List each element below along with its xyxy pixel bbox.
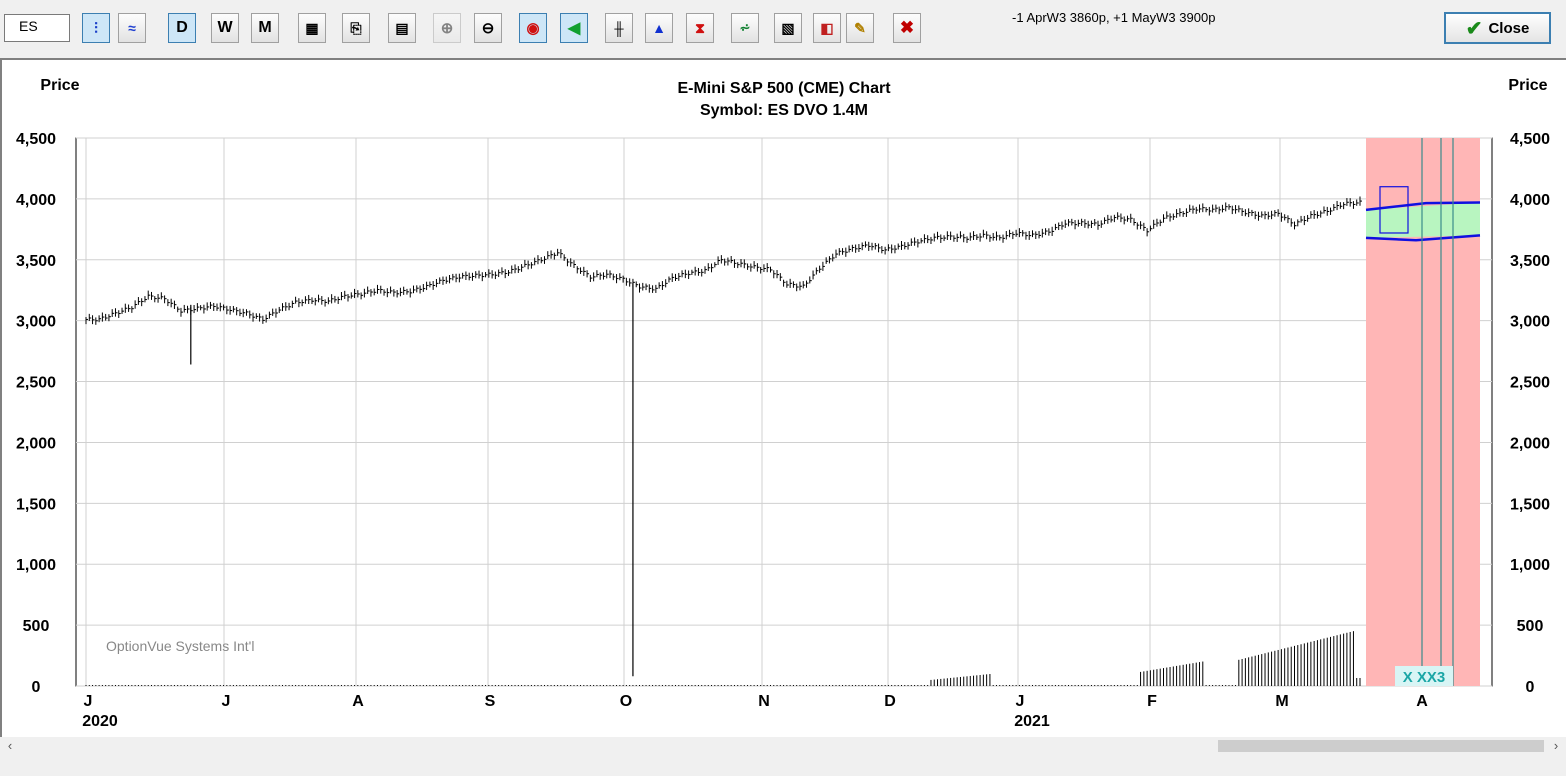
x-year-label: 2021	[1014, 713, 1050, 730]
projection-band	[1366, 202, 1480, 238]
y-tick-label-right: 3,500	[1510, 253, 1550, 270]
zoom-in-button[interactable]: ⊕	[433, 13, 461, 43]
x-tick-label: S	[485, 693, 496, 710]
close-label: Close	[1488, 19, 1530, 37]
earnings-button[interactable]: ▲	[645, 13, 673, 43]
scroll-left-icon[interactable]: ‹	[7, 738, 13, 753]
y-tick-label-left: 3,500	[16, 253, 56, 270]
daily-button[interactable]: D	[168, 13, 196, 43]
projection-area: X XX3	[1365, 138, 1481, 686]
delete-x-icon: ✖	[899, 18, 915, 37]
y-tick-label-left: 4,500	[16, 131, 56, 148]
ohlc-bars-icon: ⫶	[94, 19, 98, 37]
color-button[interactable]: ◧	[813, 13, 841, 43]
y-tick-label-right: 4,000	[1510, 192, 1550, 209]
studies-button[interactable]: ⩫	[731, 13, 759, 43]
x-tick-label: A	[352, 693, 364, 710]
earnings-icon: ▲	[652, 20, 666, 36]
calendar-button[interactable]: ▤	[388, 13, 416, 43]
x-tick-label: F	[1147, 693, 1157, 710]
palette-icon: ◧	[820, 19, 834, 36]
projection-lower-line	[1365, 234, 1481, 242]
draw-button[interactable]: ✎	[846, 13, 874, 43]
weekly-button[interactable]: W	[211, 13, 239, 43]
scroll-right-icon[interactable]: ›	[1553, 738, 1559, 753]
y-tick-label-right: 2,000	[1510, 435, 1550, 452]
monthly-button[interactable]: M	[251, 13, 279, 43]
chart-grid-icon: ▦	[305, 19, 319, 36]
zoom-out-button[interactable]: ⊖	[474, 13, 502, 43]
y-tick-label-left: 3,000	[16, 314, 56, 331]
x-year-label: 2020	[82, 713, 118, 730]
chart-subtitle: Symbol: ES DVO 1.4M	[700, 102, 868, 119]
line-chart-mode-button[interactable]: ≈	[118, 13, 146, 43]
y-axis-label-left: Price	[40, 77, 79, 94]
dividend-button[interactable]: ⧗	[686, 13, 714, 43]
scrollbar-thumb[interactable]	[1218, 740, 1544, 752]
studies-icon: ⩫	[739, 20, 751, 35]
y-tick-label-left: 2,500	[16, 375, 56, 392]
x-tick-label: A	[1416, 693, 1428, 710]
target-button[interactable]: ◉	[519, 13, 547, 43]
y-tick-label-left: 2,000	[16, 435, 56, 452]
y-tick-label-right: 1,500	[1510, 496, 1550, 513]
y-tick-label-left: 1,000	[16, 557, 56, 574]
x-tick-label: N	[758, 693, 770, 710]
copy-button[interactable]: ⎘	[342, 13, 370, 43]
position-summary: -1 AprW3 3860p, +1 MayW3 3900p	[1012, 10, 1216, 25]
pencil-icon: ✎	[854, 19, 866, 36]
symbol-input[interactable]: ES	[4, 14, 70, 42]
candles-icon: ╫	[614, 20, 624, 36]
volume-bars	[85, 631, 1361, 686]
x-tick-label: O	[620, 693, 632, 710]
y-tick-label-right: 4,500	[1510, 131, 1550, 148]
y-tick-label-right: 0	[1526, 679, 1535, 696]
line-chart-icon: ≈	[128, 20, 136, 36]
status-bar	[0, 755, 1566, 776]
indicator-button[interactable]: ▧	[774, 13, 802, 43]
chart-title: E-Mini S&P 500 (CME) Chart	[677, 80, 891, 97]
y-tick-label-left: 500	[23, 618, 50, 635]
close-button[interactable]: ✔ Close	[1444, 12, 1551, 44]
y-tick-label-left: 4,000	[16, 192, 56, 209]
x-tick-label: D	[884, 693, 896, 710]
y-axis-label-right: Price	[1508, 77, 1547, 94]
hourglass-icon: ⧗	[695, 19, 705, 36]
zoom-in-icon: ⊕	[440, 20, 454, 37]
checkmark-icon: ✔	[1465, 17, 1483, 40]
price-chart[interactable]: X XX3 Price Price E-Mini S&P 500 (CME) C…	[0, 0, 1566, 737]
candle-button[interactable]: ╫	[605, 13, 633, 43]
projection-upper-line	[1365, 201, 1481, 212]
y-tick-label-right: 1,000	[1510, 557, 1550, 574]
y-tick-label-right: 3,000	[1510, 314, 1550, 331]
x-tick-label: J	[84, 693, 93, 710]
bar-chart-mode-button[interactable]: ⫶	[82, 13, 110, 43]
scroll-back-button[interactable]: ◀	[560, 13, 588, 43]
toolbar: ES ⫶ ≈ D W M ▦ ⎘ ▤ ⊕ ⊖ ◉ ◀ ╫ ▲ ⧗ ⩫ ▧ ◧ ✎…	[0, 0, 1566, 58]
expiration-label: X XX3	[1403, 669, 1446, 686]
expiration-label-bg	[1395, 666, 1453, 686]
zoom-out-icon: ⊖	[481, 20, 495, 37]
x-tick-label: J	[1016, 693, 1025, 710]
target-icon: ◉	[526, 20, 540, 37]
grid-lines	[75, 137, 1493, 687]
horizontal-scrollbar[interactable]: ‹ ›	[0, 737, 1566, 755]
x-tick-label: M	[1275, 693, 1288, 710]
indicator-icon: ▧	[781, 19, 795, 36]
y-tick-label-left: 1,500	[16, 496, 56, 513]
watermark-text: OptionVue Systems Int'l	[106, 638, 254, 654]
position-marker-box	[1379, 186, 1409, 234]
arrow-left-icon: ◀	[567, 20, 581, 37]
y-axis-ticks: 4,500 4,500 4,000 4,000 3,500 3,500 3,000 3,000…	[16, 131, 1550, 696]
x-tick-label: J	[222, 693, 231, 710]
y-tick-label-right: 500	[1517, 618, 1544, 635]
x-axis-ticks: J 2020 J A S O N D J 2021 F M A	[82, 693, 1428, 730]
calendar-icon: ▤	[395, 19, 409, 36]
price-bars	[85, 196, 1362, 677]
y-tick-label-left: 0	[32, 679, 41, 696]
y-tick-label-right: 2,500	[1510, 375, 1550, 392]
clipboard-icon: ⎘	[350, 19, 362, 36]
chart-settings-button[interactable]: ▦	[298, 13, 326, 43]
delete-button[interactable]: ✖	[893, 13, 921, 43]
